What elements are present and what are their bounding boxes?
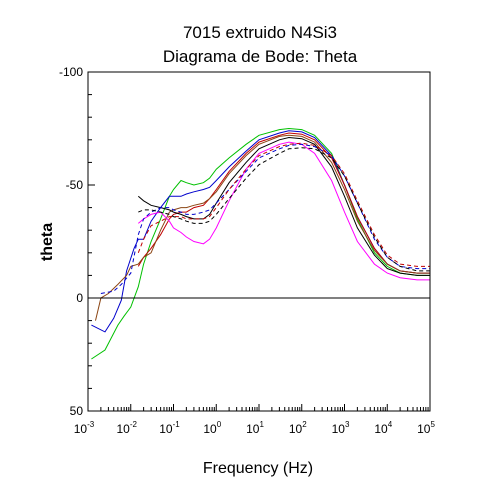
y-tick-label: -50 (66, 178, 84, 192)
series-line-2 (91, 130, 430, 333)
x-tick-label: 10-2 (117, 420, 138, 436)
x-tick-label: 10-1 (159, 420, 180, 436)
series-line-6 (137, 136, 430, 276)
chart-subtitle: Diagrama de Bode: Theta (163, 47, 358, 66)
series-line-4 (95, 134, 430, 321)
y-tick-label: 0 (76, 291, 83, 305)
x-tick-label: 104 (374, 420, 392, 436)
series-line-8 (137, 142, 430, 267)
series-line-1 (91, 127, 430, 360)
x-axis-label: Frequency (Hz) (203, 460, 313, 477)
x-tick-label: 101 (246, 420, 264, 436)
x-tick-label: 105 (417, 420, 435, 436)
series-line-5 (137, 141, 430, 281)
series-layer (91, 127, 430, 360)
x-tick-label: 10-3 (74, 420, 95, 436)
y-tick-label: 50 (70, 404, 84, 418)
x-tick-label: 102 (289, 420, 307, 436)
series-line-7 (100, 143, 430, 294)
series-line-3 (137, 132, 430, 274)
y-tick-label: -100 (59, 65, 83, 79)
y-axis: -100 -50 0 50 (59, 65, 95, 418)
x-tick-label: 103 (332, 420, 350, 436)
series-line-9 (138, 147, 430, 272)
chart-title: 7015 extruido N4Si3 (183, 23, 337, 42)
y-axis-label: theta (39, 223, 56, 261)
x-tick-label: 100 (203, 420, 221, 436)
x-axis: 10-3 10-2 10-1 100 101 102 103 104 105 (74, 404, 435, 436)
